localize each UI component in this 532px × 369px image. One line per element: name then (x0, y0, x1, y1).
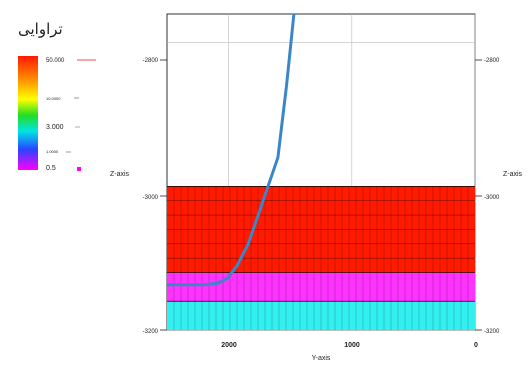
well-path-line (167, 13, 296, 287)
x-axis-label: Y-axis (312, 355, 331, 362)
z-axis-label-left: Z-axis (110, 171, 130, 178)
cell-grid (167, 185, 475, 330)
legend-entry-label: 50.000 (46, 58, 65, 64)
legend-entry-marker (77, 167, 81, 171)
legend-entry-label: 1.0000 (46, 149, 59, 154)
x-ticks: 2000 1000 0 (221, 342, 478, 349)
legend-entry-label: 0.5 (46, 165, 56, 172)
z-axis-label-right: Z-axis (503, 171, 523, 178)
legend-entry-label: 3.000 (46, 124, 64, 131)
left-y-ticks: -2800 -3000 -3200 (143, 58, 159, 335)
x-tick-label: 2000 (221, 342, 237, 349)
right-tick-label: -2800 (484, 58, 500, 64)
right-tick-label: -3200 (484, 329, 500, 335)
tick-marks (160, 59, 482, 331)
left-tick-label: -2800 (143, 58, 159, 64)
x-tick-label: 1000 (344, 342, 360, 349)
x-tick-label: 0 (474, 342, 478, 349)
left-tick-label: -3000 (143, 195, 159, 201)
color-scale-bar (18, 56, 38, 170)
left-tick-label: -3200 (143, 329, 159, 335)
right-y-ticks: -2800 -3000 -3200 (484, 58, 500, 335)
color-legend: 50.000 10.0000 3.000 1.0000 0.5 (18, 56, 96, 172)
legend-title: تراوایی (18, 20, 63, 38)
right-tick-label: -3000 (484, 195, 500, 201)
legend-entry-label: 10.0000 (46, 96, 61, 101)
